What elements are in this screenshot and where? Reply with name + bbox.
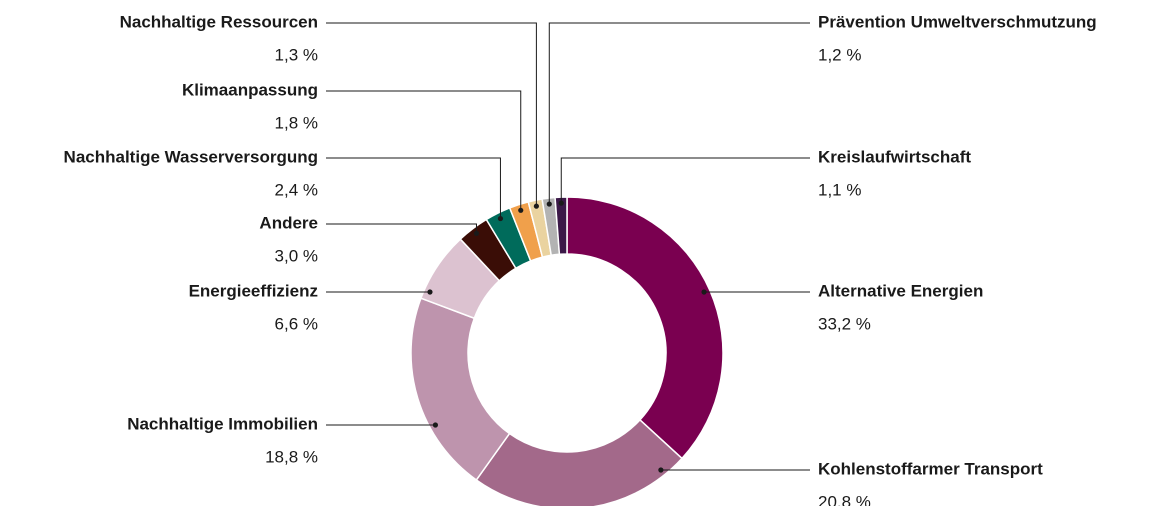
leader-dot <box>432 422 439 428</box>
leader-line <box>326 22 537 207</box>
label-value: 3,0 % <box>275 246 318 265</box>
leader-line <box>548 22 810 205</box>
label-value: 1,1 % <box>818 180 861 199</box>
label-value: 33,2 % <box>818 314 871 333</box>
leader-dot <box>473 230 480 236</box>
label-value: 18,8 % <box>265 447 318 466</box>
label-value: 1,8 % <box>275 113 318 132</box>
leader-dot <box>558 200 564 206</box>
leader-dot <box>427 289 433 295</box>
label-name: Kohlenstoffarmer Transport <box>818 459 1043 478</box>
label-name: Klimaanpassung <box>182 80 318 99</box>
leader-dot <box>701 289 707 295</box>
label-value: 1,3 % <box>275 45 318 64</box>
label-name: Prävention Umweltverschmutzung <box>818 12 1097 31</box>
leader-dot <box>658 467 664 473</box>
label-name: Andere <box>259 213 318 232</box>
label-value: 1,2 % <box>818 45 861 64</box>
leader-line <box>326 157 501 219</box>
label-value: 2,4 % <box>275 180 318 199</box>
leader-line <box>560 157 810 204</box>
leader-dot <box>497 215 504 222</box>
donut-segment <box>566 196 724 460</box>
label-name: Nachhaltige Wasserversorgung <box>64 147 318 166</box>
label-name: Nachhaltige Immobilien <box>127 414 318 433</box>
label-name: Energieeffizienz <box>189 281 318 300</box>
leader-line <box>326 223 477 234</box>
label-value: 20,8 % <box>818 492 871 506</box>
label-name: Alternative Energien <box>818 281 983 300</box>
label-value: 6,6 % <box>275 314 318 333</box>
donut-segment <box>410 297 511 482</box>
donut-segment <box>554 196 568 256</box>
leader-dot <box>533 203 539 209</box>
leader-dot <box>518 207 524 213</box>
label-name: Kreislaufwirtschaft <box>818 147 971 166</box>
leader-dot <box>546 201 552 207</box>
leader-line <box>326 90 522 211</box>
label-name: Nachhaltige Ressourcen <box>120 12 318 31</box>
